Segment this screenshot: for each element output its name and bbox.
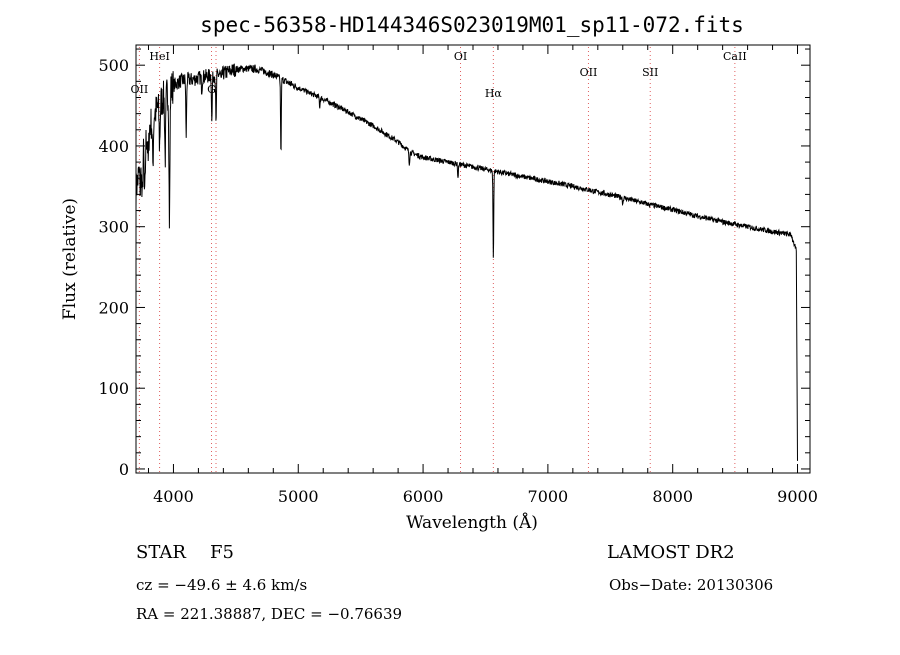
y-tick-label: 300 xyxy=(98,218,129,237)
y-tick-label: 400 xyxy=(98,137,129,156)
x-tick-label: 4000 xyxy=(153,487,194,506)
x-tick-label: 9000 xyxy=(777,487,818,506)
spectral-line-label: OI xyxy=(454,50,467,63)
spectrum-series xyxy=(135,63,798,461)
spectral-line-label: SII xyxy=(642,66,658,79)
survey-name: LAMOST DR2 xyxy=(607,542,735,563)
x-tick-label: 5000 xyxy=(278,487,319,506)
y-tick-label: 100 xyxy=(98,379,129,398)
y-axis-label: Flux (relative) xyxy=(60,198,80,320)
spectral-line-label: HeI xyxy=(149,50,169,63)
x-tick-label: 7000 xyxy=(528,487,569,506)
spectral-line-label: CaII xyxy=(723,50,747,63)
spectral-line-label: OII xyxy=(580,66,598,79)
spectrum-line xyxy=(135,63,798,461)
x-axis-ticks: 4000 5000 6000 7000 8000 9000 xyxy=(147,45,818,506)
spectral-line-label: Hα xyxy=(485,87,503,100)
x-tick-label: 8000 xyxy=(652,487,693,506)
y-tick-label: 0 xyxy=(119,460,129,479)
y-tick-label: 200 xyxy=(98,298,129,317)
spectral-line-label: OII xyxy=(131,83,149,96)
y-tick-label: 500 xyxy=(98,56,129,75)
chart-title: spec-56358-HD144346S023019M01_sp11-072.f… xyxy=(200,13,744,37)
object-type: STAR xyxy=(136,542,186,563)
x-tick-label: 6000 xyxy=(403,487,444,506)
spectral-subclass: F5 xyxy=(210,542,234,563)
redshift-text: cz = −49.6 ± 4.6 km/s xyxy=(136,576,307,594)
coordinates-text: RA = 221.38887, DEC = −0.76639 xyxy=(136,605,402,623)
obs-date-text: Obs−Date: 20130306 xyxy=(609,576,773,594)
y-axis-ticks: 0 100 200 300 400 500 xyxy=(98,48,810,479)
x-axis-label: Wavelength (Å) xyxy=(406,512,538,533)
